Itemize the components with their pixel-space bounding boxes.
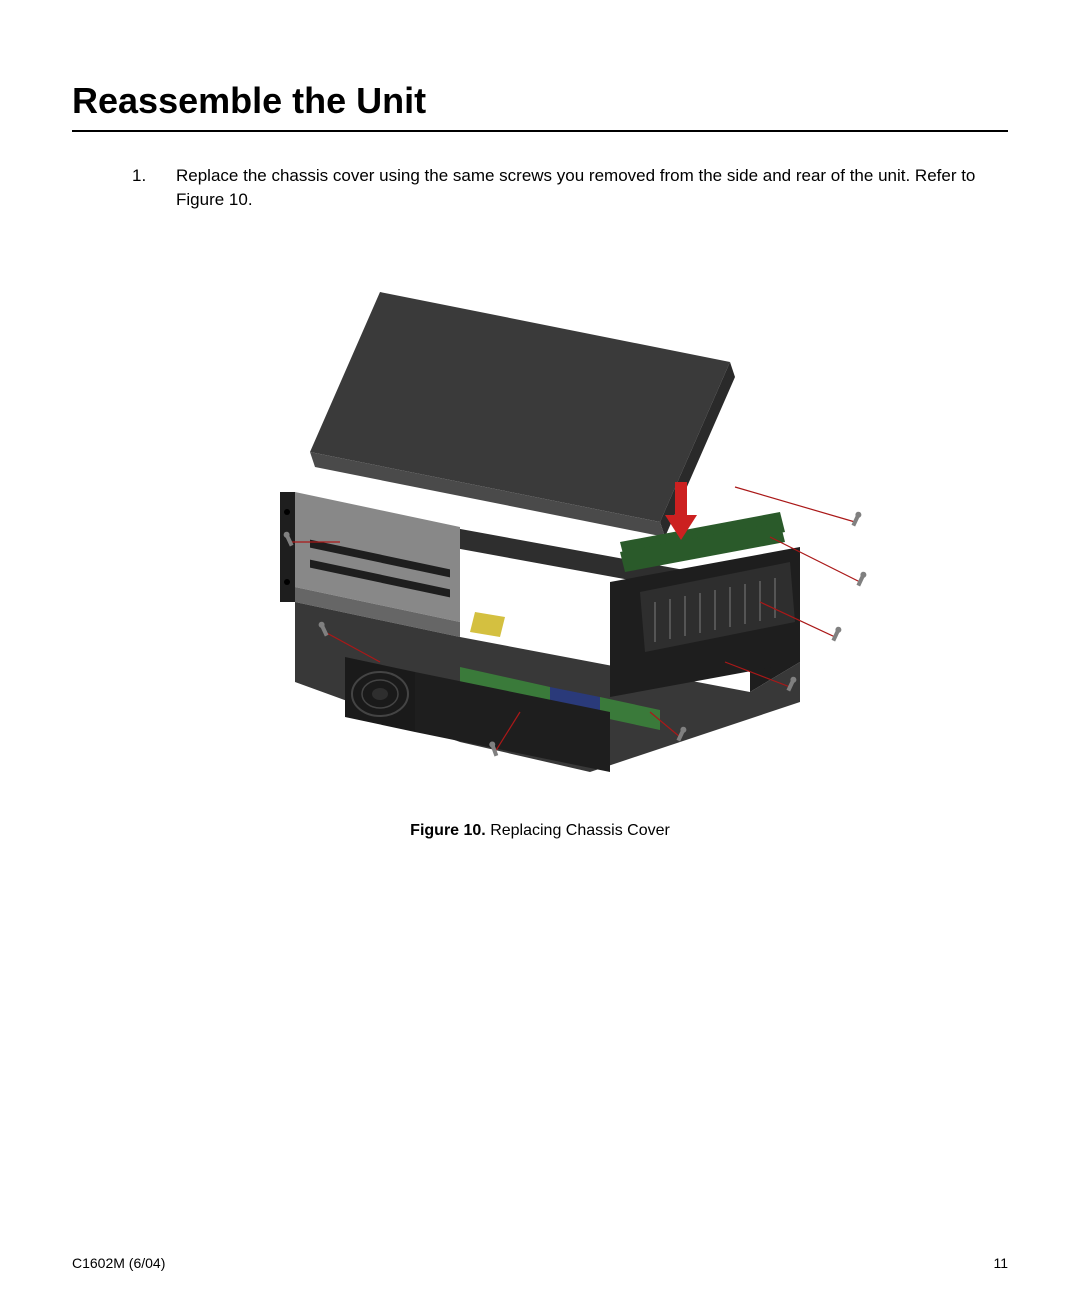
instruction-item: 1. Replace the chassis cover using the s… bbox=[132, 164, 1008, 212]
figure-area: Figure 10. Replacing Chassis Cover bbox=[72, 242, 1008, 840]
chassis-illustration bbox=[180, 242, 900, 802]
page-footer: C1602M (6/04) 11 bbox=[72, 1255, 1008, 1271]
instruction-list: 1. Replace the chassis cover using the s… bbox=[72, 164, 1008, 212]
section-heading: Reassemble the Unit bbox=[72, 80, 1008, 132]
footer-page-number: 11 bbox=[993, 1255, 1008, 1271]
item-text: Replace the chassis cover using the same… bbox=[176, 164, 1008, 212]
figure-caption-text: Replacing Chassis Cover bbox=[486, 822, 670, 839]
figure-caption: Figure 10. Replacing Chassis Cover bbox=[72, 822, 1008, 840]
figure-image bbox=[180, 242, 900, 802]
figure-caption-label: Figure 10. bbox=[410, 822, 486, 839]
footer-left: C1602M (6/04) bbox=[72, 1255, 165, 1271]
page-container: Reassemble the Unit 1. Replace the chass… bbox=[0, 0, 1080, 1311]
item-number: 1. bbox=[132, 164, 152, 188]
chassis-cover bbox=[310, 292, 735, 537]
chassis-body bbox=[280, 492, 800, 802]
